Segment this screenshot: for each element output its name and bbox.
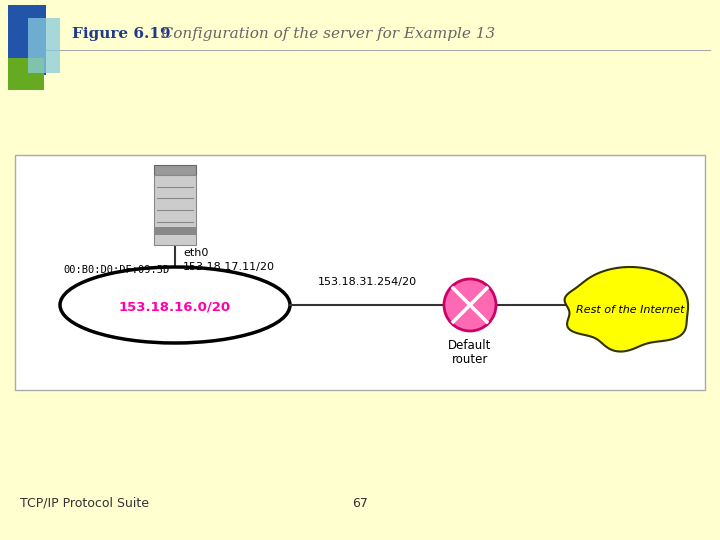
Text: Default: Default [449,339,492,352]
Text: 153.18.31.254/20: 153.18.31.254/20 [318,277,417,287]
FancyBboxPatch shape [154,227,196,235]
FancyBboxPatch shape [154,175,196,245]
Text: 153.18.17.11/20: 153.18.17.11/20 [183,262,275,272]
FancyBboxPatch shape [8,58,44,90]
FancyBboxPatch shape [28,18,60,73]
Text: router: router [452,353,488,366]
Text: Figure 6.19: Figure 6.19 [72,27,171,41]
Text: TCP/IP Protocol Suite: TCP/IP Protocol Suite [20,497,149,510]
Polygon shape [564,267,688,352]
Ellipse shape [60,267,290,343]
Text: Configuration of the server for Example 13: Configuration of the server for Example … [147,27,495,41]
FancyBboxPatch shape [154,165,196,175]
Text: 153.18.16.0/20: 153.18.16.0/20 [119,300,231,314]
Text: 67: 67 [352,497,368,510]
FancyBboxPatch shape [8,5,46,75]
Text: 00:B0:D0:DF:09:5D: 00:B0:D0:DF:09:5D [64,265,170,275]
Text: Rest of the Internet: Rest of the Internet [576,305,684,315]
Circle shape [444,279,496,331]
Text: eth0: eth0 [183,248,208,258]
FancyBboxPatch shape [15,155,705,390]
